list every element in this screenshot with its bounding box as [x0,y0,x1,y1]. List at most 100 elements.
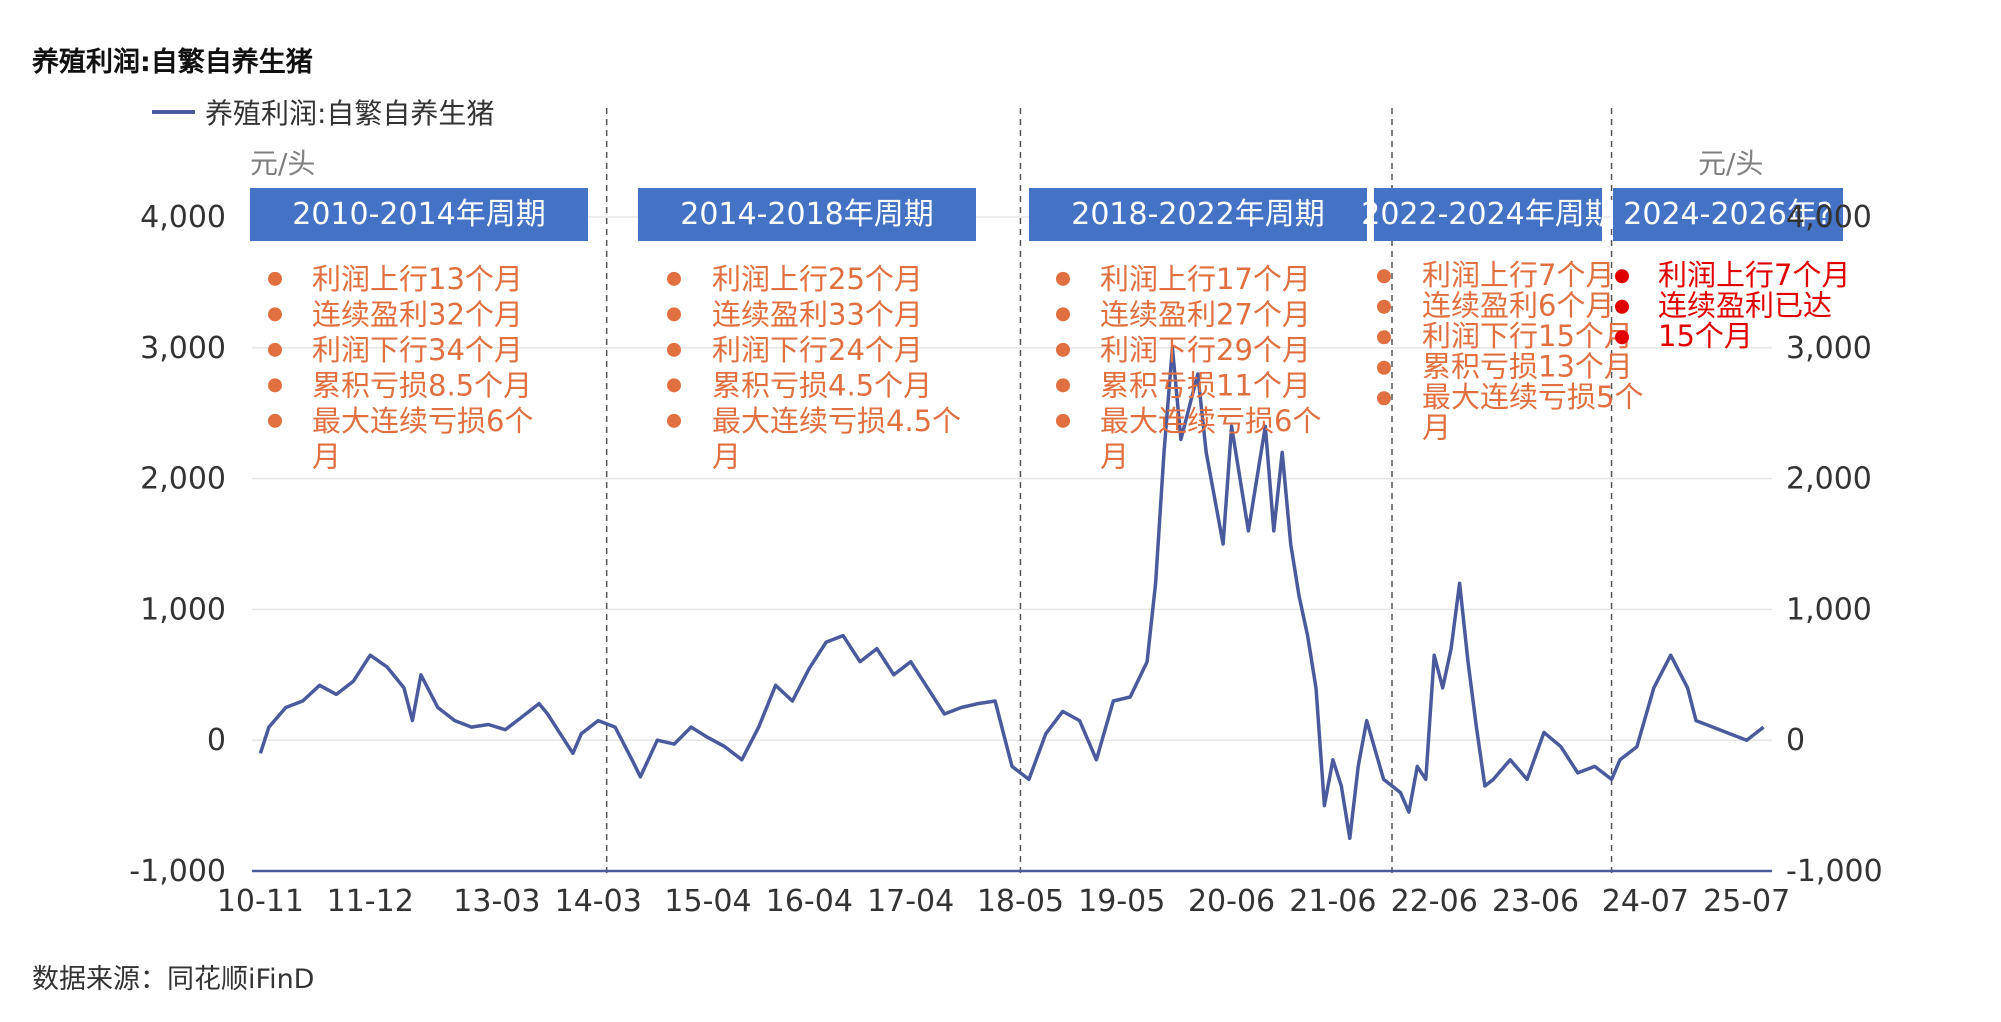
y-tick-label-right: 3,000 [1786,331,1872,366]
axes: -1,000 -1,000 0 0 1,000 1,000 2,000 2,000 3,000 3… [129,200,1882,919]
cycle-annotation-item: 累积亏损13个月 [1422,350,1633,384]
x-tick-label: 16-04 [766,884,853,919]
legend: 养殖利润:自繁自养生猪 [152,97,494,130]
cycle-annotation-bullet [667,307,681,322]
cycle-annotation-item: 连续盈利已达 [1658,289,1832,323]
cycle-annotation-item: 连续盈利33个月 [712,298,923,332]
cycle-annotation-item: 最大连续亏损5个 [1422,380,1643,414]
legend-label: 养殖利润:自繁自养生猪 [205,97,494,130]
cycle-header-title: 2014-2018年周期 [680,197,934,232]
cycle-annotation-bullet [268,307,282,322]
y-tick-label-left: 3,000 [140,331,226,366]
cycle-annotation-item: 累积亏损11个月 [1100,369,1311,403]
cycle-annotation-item: 利润上行25个月 [712,262,923,296]
cycle-annotation-bullet [1377,391,1391,406]
cycle-annotation-item: 利润上行17个月 [1100,262,1311,296]
cycle-annotation-bullet [1615,330,1629,345]
cycle-annotation-item: 利润下行15个月 [1422,319,1633,353]
x-tick-label: 14-03 [555,884,642,919]
cycle-annotation-item: 最大连续亏损6个 [1100,404,1321,438]
y-tick-label-right: -1,000 [1786,854,1883,889]
cycle-annotation-bullet [1056,413,1070,428]
y-tick-label-right: 0 [1786,723,1805,758]
x-tick-label: 21-06 [1289,884,1376,919]
y-tick-label-right: 1,000 [1786,592,1872,627]
x-tick-label: 20-06 [1188,884,1275,919]
y-tick-label-right: 4,000 [1786,200,1872,235]
x-tick-label: 24-07 [1602,884,1689,919]
cycle-annotation-bullet [1056,307,1070,322]
cycle-header-box [1374,188,1602,241]
cycle-annotation-item: 连续盈利6个月 [1422,289,1614,323]
cycle-header-box [250,188,588,241]
cycle-annotation-bullet [1377,330,1391,345]
cycle-annotation-item: 累积亏损4.5个月 [712,369,932,403]
cycle-dividers [605,108,1613,875]
x-tick-label: 18-05 [977,884,1064,919]
cycle-annotation-item: 连续盈利27个月 [1100,298,1311,332]
x-tick-label: 11-12 [327,884,414,919]
cycle-annotation-bullet [1377,269,1391,284]
y-tick-label-left: -1,000 [129,854,226,889]
cycle-header-box [1029,188,1367,241]
cycle-annotation-bullet [667,342,681,357]
cycle-annotation-item: 月 [1100,440,1129,474]
x-tick-label: 17-04 [867,884,954,919]
cycle-annotation-bullet [667,271,681,286]
series-layer [258,346,1765,841]
cycle-annotation-bullet [268,413,282,428]
cycle-header-title: 2018-2022年周期 [1071,197,1325,232]
cycle-annotation-bullet [1377,360,1391,375]
cycle-annotation-item: 最大连续亏损4.5个 [712,404,961,438]
x-tick-label: 15-04 [664,884,751,919]
cycle-header-title: 2010-2014年周期 [292,197,546,232]
cycle-annotations: 利润上行13个月连续盈利32个月利润下行34个月累积亏损8.5个月最大连续亏损6… [268,258,1850,474]
cycle-annotation-bullet [1377,299,1391,314]
cycle-header-title: 2022-2024年周期 [1361,197,1615,232]
cycle-annotation-item: 累积亏损8.5个月 [312,369,532,403]
cycle-annotation-bullet [1056,271,1070,286]
cycle-annotation-bullet [1615,269,1629,284]
cycle-annotation-item: 最大连续亏损6个 [312,404,533,438]
cycle-annotation-item: 月 [1422,411,1451,445]
cycle-headers: 2010-2014年周期 2014-2018年周期 2018-2022年周期 2022… [250,188,1843,241]
chart-title: 养殖利润:自繁自养生猪 [32,47,313,78]
cycle-annotation-bullet [1056,378,1070,393]
cycle-header-box [1613,188,1843,241]
y-unit-left: 元/头 [250,147,315,180]
cycle-annotation-item: 月 [712,440,741,474]
cycle-annotation-item: 利润上行7个月 [1658,258,1850,292]
y-tick-label-left: 0 [207,723,226,758]
cycle-annotation-bullet [268,378,282,393]
cycle-header-box [638,188,976,241]
cycle-annotation-bullet [667,413,681,428]
grid [252,216,1772,741]
x-tick-label: 13-03 [453,884,540,919]
cycle-annotation-item: 利润上行13个月 [312,262,523,296]
cycle-annotation-item: 连续盈利32个月 [312,298,523,332]
source-note: 数据来源：同花顺iFinD [32,964,315,995]
cycle-annotation-item: 利润下行34个月 [312,333,523,367]
x-tick-label: 19-05 [1078,884,1165,919]
y-tick-label-right: 2,000 [1786,462,1872,497]
cycle-annotation-item: 利润下行24个月 [712,333,923,367]
x-tick-label: 10-11 [217,884,304,919]
cycle-annotation-item: 月 [312,440,341,474]
y-unit-right: 元/头 [1698,147,1763,180]
cycle-annotation-bullet [1615,299,1629,314]
y-tick-label-left: 4,000 [140,200,226,235]
cycle-annotation-item: 利润上行7个月 [1422,258,1614,292]
x-tick-label: 25-07 [1703,884,1790,919]
x-tick-label: 23-06 [1492,884,1579,919]
cycle-annotation-item: 15个月 [1658,319,1753,353]
cycle-header-title: 2024-2026年? [1623,197,1832,232]
y-tick-label-left: 1,000 [140,592,226,627]
x-tick-label: 22-06 [1391,884,1478,919]
cycle-annotation-item: 利润下行29个月 [1100,333,1311,367]
cycle-annotation-bullet [667,378,681,393]
series-line [258,346,1765,841]
cycle-annotation-bullet [1056,342,1070,357]
y-tick-label-left: 2,000 [140,462,226,497]
cycle-annotation-bullet [268,271,282,286]
